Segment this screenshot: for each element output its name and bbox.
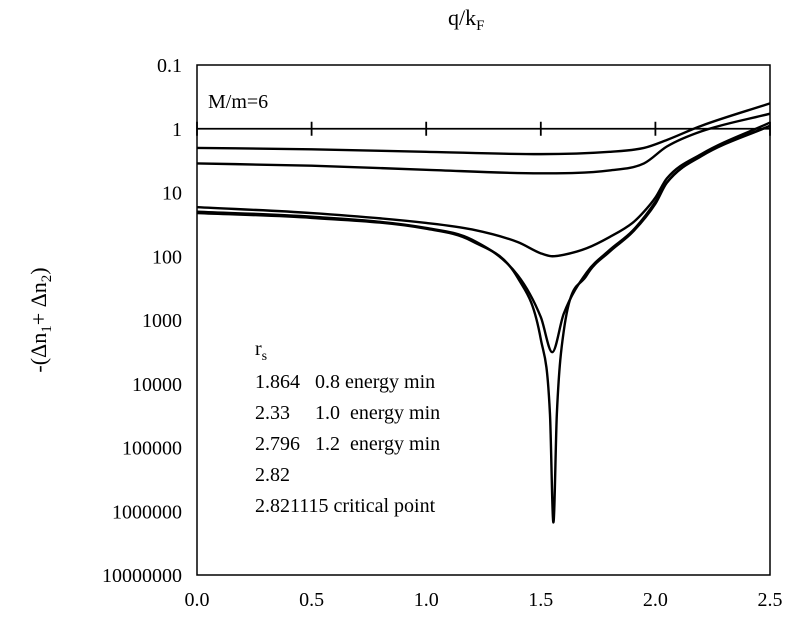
series-line-2-796 (196, 121, 771, 258)
series-line-1-864 (196, 102, 771, 156)
series-line-2-82 (196, 124, 771, 354)
x-axis (196, 121, 771, 136)
y-tick-label: 1 (172, 119, 182, 141)
x-tick-label: 1.0 (414, 589, 439, 611)
y-tick-label: 10 (162, 183, 182, 205)
legend-entry: 2.82 (255, 464, 290, 486)
legend-header: rs (255, 338, 267, 364)
x-tick-label: 2.5 (758, 589, 783, 611)
series-line-2-821115 (196, 124, 771, 524)
series-line-2-33 (196, 112, 771, 175)
y-tick-label: 10000 (132, 374, 182, 396)
y-tick-label: 10000000 (102, 565, 182, 587)
legend-entry: 2.33 1.0 energy min (255, 402, 440, 424)
x-tick-label: 0.0 (185, 589, 210, 611)
y-axis-title: -(Δn1+ Δn2) (26, 267, 55, 372)
y-tick-labels: 0.1 1 10 100 1000 10000 100000 1000000 10000000 (102, 55, 182, 587)
y-tick-label: 100 (152, 246, 182, 268)
y-tick-label: 100000 (122, 438, 182, 460)
x-tick-label: 2.0 (643, 589, 668, 611)
x-axis-title: q/kF (448, 5, 484, 34)
x-tick-labels: 0.0 0.5 1.0 1.5 2.0 2.5 (185, 589, 783, 611)
x-tick-label: 1.5 (528, 589, 553, 611)
legend-entry: 1.864 0.8 energy min (255, 371, 435, 393)
x-tick-label: 0.5 (299, 589, 324, 611)
legend-entry: 2.796 1.2 energy min (255, 433, 440, 455)
mass-ratio-annotation: M/m=6 (208, 91, 268, 113)
y-tick-label: 1000000 (112, 501, 182, 523)
legend-entry: 2.821115 critical point (255, 495, 436, 517)
plot-frame (196, 64, 771, 576)
series-group (196, 102, 771, 524)
legend: 1.864 0.8 energy min 2.33 1.0 energy min 2… (255, 371, 440, 517)
y-tick-label: 1000 (142, 310, 182, 332)
y-tick-label: 0.1 (157, 55, 182, 77)
